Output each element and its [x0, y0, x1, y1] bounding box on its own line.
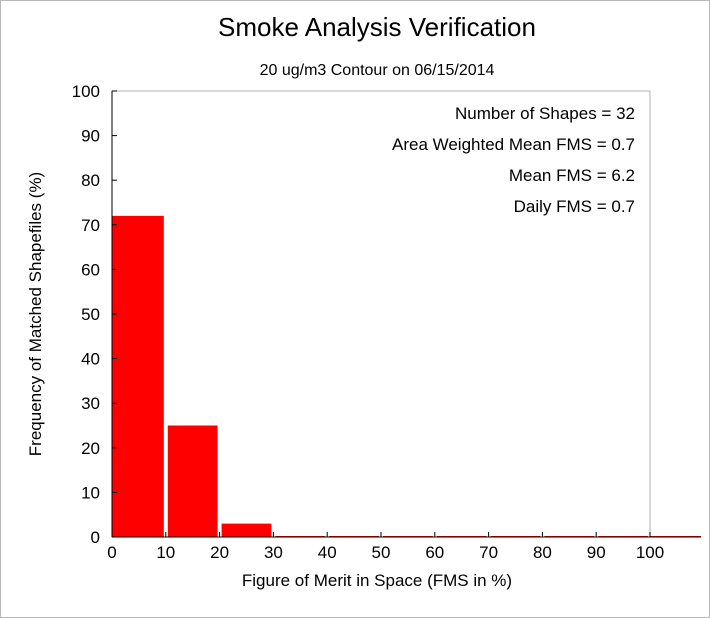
y-axis-label: Frequency of Matched Shapefiles (%)	[26, 172, 45, 456]
y-tick-label: 60	[81, 260, 100, 279]
x-tick-label: 40	[318, 543, 337, 562]
stat-line: Area Weighted Mean FMS = 0.7	[392, 135, 635, 154]
y-tick-label: 100	[72, 82, 100, 101]
y-tick-label: 40	[81, 350, 100, 369]
y-tick-label: 20	[81, 439, 100, 458]
x-tick-label: 90	[587, 543, 606, 562]
histogram-bar	[167, 425, 218, 537]
x-axis-ticks: 0 10 20 30 40 50 60 70 80 90 100	[107, 532, 664, 562]
x-axis-label: Figure of Merit in Space (FMS in %)	[242, 571, 512, 590]
histogram-bar	[112, 215, 164, 537]
y-tick-label: 30	[81, 394, 100, 413]
y-tick-label: 10	[81, 483, 100, 502]
x-tick-label: 50	[372, 543, 391, 562]
stat-line: Number of Shapes = 32	[455, 104, 635, 123]
histogram-bar	[221, 523, 272, 537]
x-tick-label: 10	[156, 543, 175, 562]
y-tick-label: 70	[81, 216, 100, 235]
x-tick-label: 100	[636, 543, 664, 562]
statistics-annotation: Number of Shapes = 32 Area Weighted Mean …	[392, 104, 635, 216]
y-axis-ticks: 0 10 20 30 40 50 60 70 80 90 100	[72, 82, 117, 547]
stat-line: Mean FMS = 6.2	[509, 166, 635, 185]
stat-line: Daily FMS = 0.7	[514, 197, 635, 216]
chart-subtitle: 20 ug/m3 Contour on 06/15/2014	[260, 62, 495, 79]
x-tick-label: 70	[479, 543, 498, 562]
x-tick-label: 80	[533, 543, 552, 562]
y-tick-label: 50	[81, 305, 100, 324]
y-tick-label: 0	[91, 528, 100, 547]
y-tick-label: 90	[81, 127, 100, 146]
y-tick-label: 80	[81, 171, 100, 190]
x-tick-label: 30	[264, 543, 283, 562]
x-tick-label: 0	[107, 543, 116, 562]
x-tick-label: 60	[425, 543, 444, 562]
bars-group	[112, 215, 701, 537]
x-tick-label: 20	[210, 543, 229, 562]
chart-title: Smoke Analysis Verification	[218, 12, 536, 42]
